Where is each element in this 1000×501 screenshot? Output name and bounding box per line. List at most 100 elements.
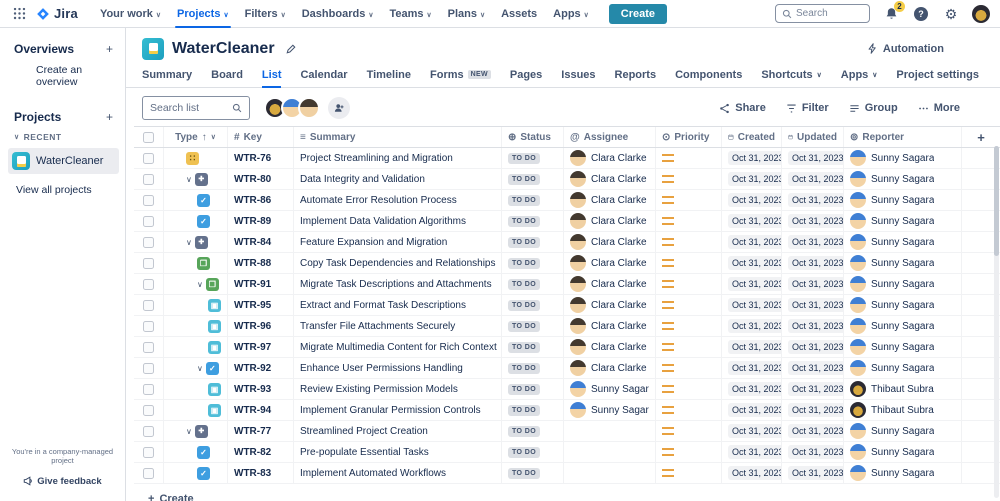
share-button[interactable]: Share xyxy=(719,102,766,114)
table-row-wtr-89[interactable]: WTR-89 Implement Data Validation Algorith… xyxy=(134,211,1000,232)
column-header-summary[interactable]: ≡ Summary xyxy=(294,127,502,147)
jira-logo[interactable]: Jira xyxy=(36,6,78,21)
table-row-wtr-96[interactable]: WTR-96 Transfer File Attachments Securely… xyxy=(134,316,1000,337)
table-row-wtr-77[interactable]: ∨ WTR-77 Streamlined Project Creation TO DO… xyxy=(134,421,1000,442)
issue-assignee-cell[interactable]: Clara Clarke xyxy=(564,169,656,189)
issue-priority-cell[interactable] xyxy=(656,421,722,441)
expand-chevron-icon[interactable]: ∨ xyxy=(197,279,203,289)
issue-assignee-cell[interactable]: Clara Clarke xyxy=(564,232,656,252)
nav-item-your-work[interactable]: Your work ∨ xyxy=(92,0,169,28)
issue-key-cell[interactable]: WTR-88 xyxy=(228,253,294,273)
issue-priority-cell[interactable] xyxy=(656,253,722,273)
issue-reporter-cell[interactable]: Sunny Sagara xyxy=(844,442,962,462)
issue-reporter-cell[interactable]: Sunny Sagara xyxy=(844,190,962,210)
recent-section-toggle[interactable]: ∨ RECENT xyxy=(14,132,62,142)
nav-item-assets[interactable]: Assets xyxy=(493,0,545,28)
scrollbar-thumb[interactable] xyxy=(994,146,999,256)
nav-item-teams[interactable]: Teams ∨ xyxy=(381,0,439,28)
issue-status-cell[interactable]: TO DO xyxy=(502,211,564,231)
issue-assignee-cell[interactable] xyxy=(564,421,656,441)
issue-summary-cell[interactable]: Extract and Format Task Descriptions xyxy=(294,295,502,315)
issue-status-cell[interactable]: TO DO xyxy=(502,316,564,336)
issue-assignee-cell[interactable]: Clara Clarke xyxy=(564,211,656,231)
issue-summary-cell[interactable]: Implement Automated Workflows xyxy=(294,463,502,483)
tab-timeline[interactable]: Timeline xyxy=(367,62,411,88)
sidebar-item-watercleaner[interactable]: WaterCleaner xyxy=(8,148,119,174)
issue-key-cell[interactable]: WTR-82 xyxy=(228,442,294,462)
table-row-wtr-97[interactable]: WTR-97 Migrate Multimedia Content for Ric… xyxy=(134,337,1000,358)
table-row-wtr-94[interactable]: WTR-94 Implement Granular Permission Cont… xyxy=(134,400,1000,421)
issue-summary-cell[interactable]: Review Existing Permission Models xyxy=(294,379,502,399)
issue-priority-cell[interactable] xyxy=(656,379,722,399)
issue-key-cell[interactable]: WTR-96 xyxy=(228,316,294,336)
issue-key-cell[interactable]: WTR-89 xyxy=(228,211,294,231)
table-row-wtr-80[interactable]: ∨ WTR-80 Data Integrity and Validation TO D… xyxy=(134,169,1000,190)
issue-summary-cell[interactable]: Migrate Task Descriptions and Attachment… xyxy=(294,274,502,294)
add-column-button[interactable]: + xyxy=(962,127,1000,147)
issue-priority-cell[interactable] xyxy=(656,358,722,378)
select-all-checkbox[interactable] xyxy=(143,131,154,143)
issue-key-cell[interactable]: WTR-77 xyxy=(228,421,294,441)
issue-summary-cell[interactable]: Feature Expansion and Migration xyxy=(294,232,502,252)
search-list-input[interactable] xyxy=(150,102,220,114)
column-header-created[interactable]: Created xyxy=(722,127,782,147)
issue-assignee-cell[interactable]: Clara Clarke xyxy=(564,274,656,294)
give-feedback-button[interactable]: Give feedback xyxy=(23,476,102,487)
issue-reporter-cell[interactable]: Sunny Sagara xyxy=(844,463,962,483)
issue-status-cell[interactable]: TO DO xyxy=(502,463,564,483)
row-checkbox[interactable] xyxy=(143,257,154,269)
table-row-wtr-92[interactable]: ∨ WTR-92 Enhance User Permissions Handling… xyxy=(134,358,1000,379)
issue-assignee-cell[interactable]: Clara Clarke xyxy=(564,337,656,357)
notifications-bell-icon[interactable]: 2 xyxy=(882,0,905,23)
issue-status-cell[interactable]: TO DO xyxy=(502,442,564,462)
issue-assignee-cell[interactable]: Clara Clarke xyxy=(564,253,656,273)
tab-calendar[interactable]: Calendar xyxy=(300,62,347,88)
issue-summary-cell[interactable]: Data Integrity and Validation xyxy=(294,169,502,189)
issue-reporter-cell[interactable]: Sunny Sagara xyxy=(844,295,962,315)
issue-key-cell[interactable]: WTR-83 xyxy=(228,463,294,483)
nav-item-dashboards[interactable]: Dashboards ∨ xyxy=(294,0,382,28)
nav-item-projects[interactable]: Projects ∨ xyxy=(169,0,237,28)
issue-summary-cell[interactable]: Automate Error Resolution Process xyxy=(294,190,502,210)
nav-item-plans[interactable]: Plans ∨ xyxy=(440,0,493,28)
column-header-key[interactable]: # Key xyxy=(228,127,294,147)
issue-reporter-cell[interactable]: Sunny Sagara xyxy=(844,211,962,231)
row-checkbox[interactable] xyxy=(143,362,154,374)
issue-priority-cell[interactable] xyxy=(656,190,722,210)
tab-pages[interactable]: Pages xyxy=(510,62,542,88)
issue-assignee-cell[interactable]: Clara Clarke xyxy=(564,148,656,168)
issue-key-cell[interactable]: WTR-80 xyxy=(228,169,294,189)
issue-reporter-cell[interactable]: Sunny Sagara xyxy=(844,232,962,252)
issue-reporter-cell[interactable]: Sunny Sagara xyxy=(844,274,962,294)
issue-reporter-cell[interactable]: Sunny Sagara xyxy=(844,169,962,189)
tab-components[interactable]: Components xyxy=(675,62,742,88)
issue-key-cell[interactable]: WTR-97 xyxy=(228,337,294,357)
edit-title-icon[interactable] xyxy=(285,43,297,55)
issue-assignee-cell[interactable] xyxy=(564,442,656,462)
create-issue-button[interactable]: + Create xyxy=(134,488,1000,501)
nav-item-apps[interactable]: Apps ∨ xyxy=(545,0,597,28)
view-all-projects-link[interactable]: View all projects xyxy=(16,184,92,196)
table-row-wtr-93[interactable]: WTR-93 Review Existing Permission Models T… xyxy=(134,379,1000,400)
issue-reporter-cell[interactable]: Sunny Sagara xyxy=(844,148,962,168)
expand-chevron-icon[interactable]: ∨ xyxy=(186,426,192,436)
issue-reporter-cell[interactable]: Thibaut Subra xyxy=(844,379,962,399)
issue-assignee-cell[interactable]: Clara Clarke xyxy=(564,316,656,336)
row-checkbox[interactable] xyxy=(143,299,154,311)
app-switcher-icon[interactable] xyxy=(8,3,30,25)
filter-button[interactable]: Filter xyxy=(786,102,829,114)
add-people-button[interactable] xyxy=(328,97,350,119)
tab-reports[interactable]: Reports xyxy=(615,62,657,88)
issue-assignee-cell[interactable] xyxy=(564,463,656,483)
issue-status-cell[interactable]: TO DO xyxy=(502,295,564,315)
tab-board[interactable]: Board xyxy=(211,62,243,88)
row-checkbox[interactable] xyxy=(143,467,154,479)
column-header-status[interactable]: ⊕ Status xyxy=(502,127,564,147)
issue-key-cell[interactable]: WTR-95 xyxy=(228,295,294,315)
issue-status-cell[interactable]: TO DO xyxy=(502,232,564,252)
issue-status-cell[interactable]: TO DO xyxy=(502,358,564,378)
tab-forms[interactable]: Forms NEW xyxy=(430,62,491,88)
tab-list[interactable]: List xyxy=(261,62,281,88)
column-header-priority[interactable]: ⊙ Priority xyxy=(656,127,722,147)
issue-summary-cell[interactable]: Copy Task Dependencies and Relationships xyxy=(294,253,502,273)
